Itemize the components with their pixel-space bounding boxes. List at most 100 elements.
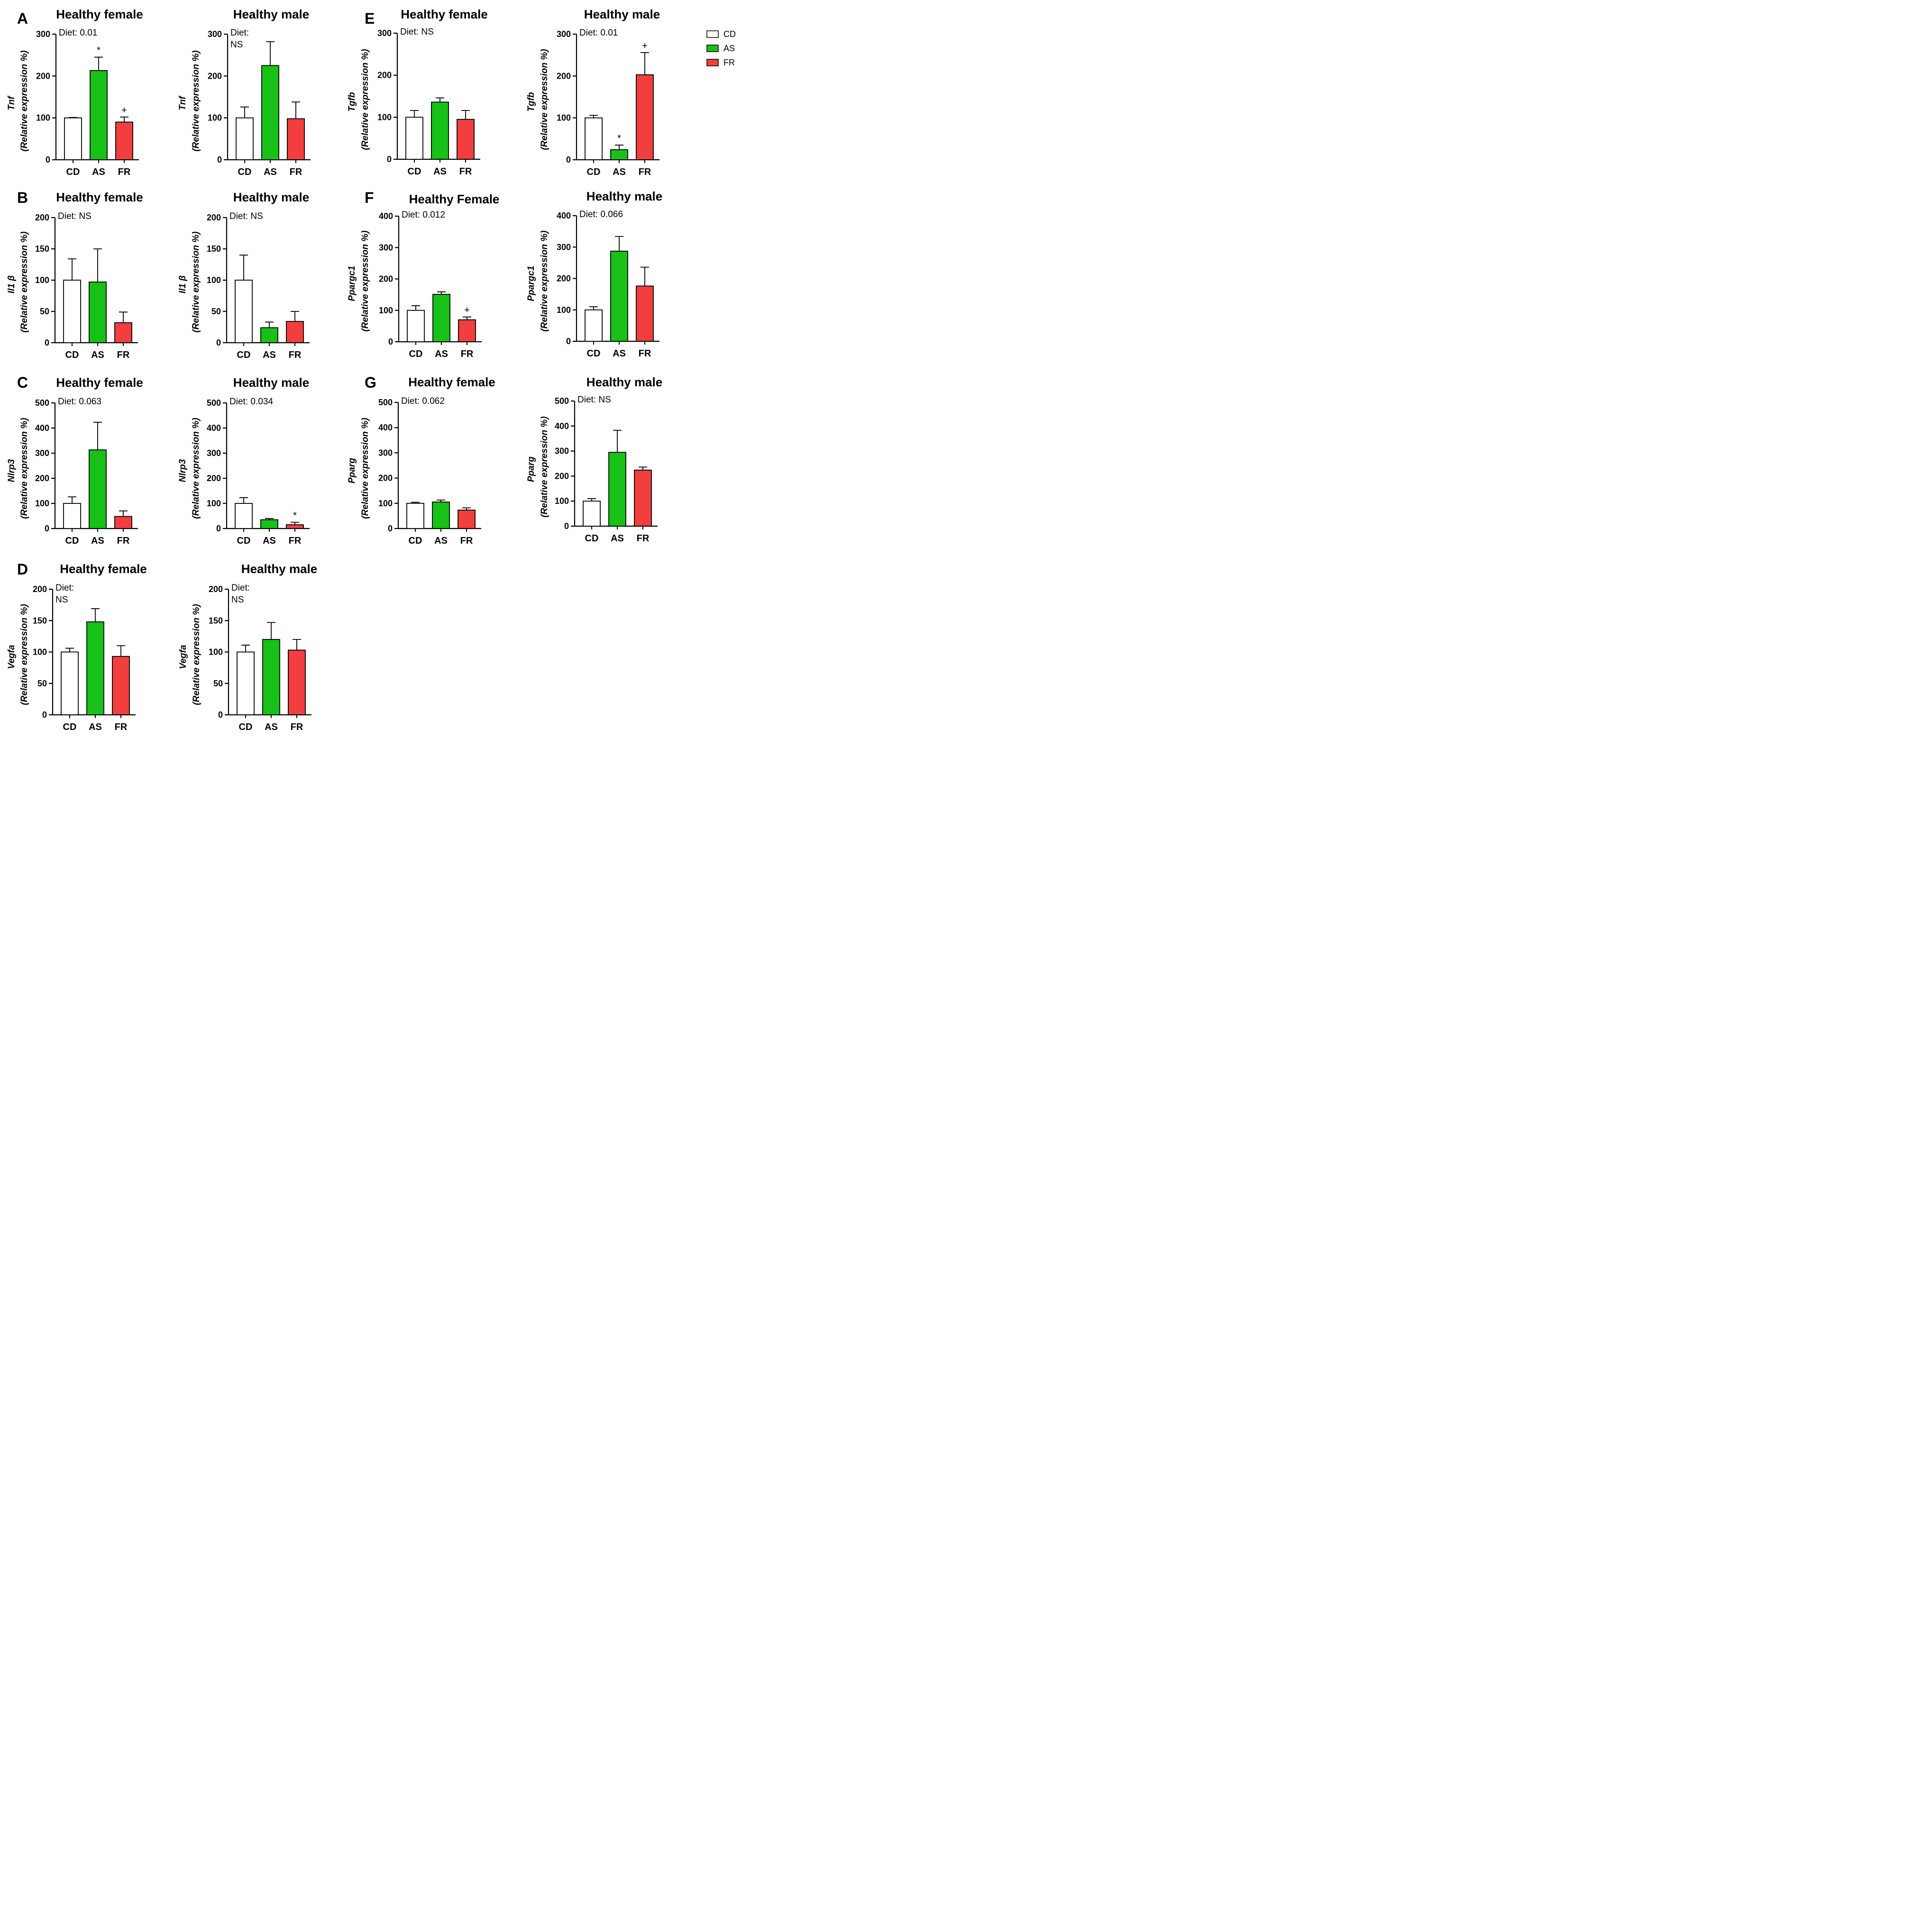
chart-G-female: G Healthy female Diet: 0.062 Pparg (Relative… bbox=[347, 374, 495, 546]
y-tick-label: 100 bbox=[36, 113, 50, 123]
bar-cd bbox=[63, 503, 81, 529]
bar-as bbox=[260, 519, 278, 529]
x-tick-label: CD bbox=[63, 722, 77, 732]
chart-title: Healthy male bbox=[586, 375, 662, 389]
chart-A-female: A Healthy female Diet: 0.01 Tnf (Relative ex… bbox=[7, 7, 143, 177]
chart-title: Healthy Female bbox=[409, 192, 500, 206]
x-tick-label: AS bbox=[265, 722, 278, 732]
y-tick-label: 100 bbox=[35, 499, 49, 508]
y-axis-label: Tgfb (Relative expression %) bbox=[347, 49, 370, 150]
y-tick-label: 200 bbox=[555, 471, 569, 481]
y-tick-label: 50 bbox=[211, 307, 221, 316]
legend-label-fr: FR bbox=[723, 58, 735, 67]
diet-label: NS bbox=[230, 40, 243, 50]
y-tick-label: 200 bbox=[378, 474, 393, 483]
x-tick-label: CD bbox=[65, 350, 79, 360]
y-tick-label: 500 bbox=[555, 396, 569, 406]
diet-label: Diet: 0.062 bbox=[401, 396, 445, 406]
x-tick-label: AS bbox=[434, 536, 448, 546]
x-tick-label: FR bbox=[289, 536, 302, 546]
legend-swatch-cd bbox=[706, 30, 719, 38]
y-tick-label: 200 bbox=[35, 213, 49, 222]
bar-fr bbox=[114, 322, 132, 343]
panel-letter: E bbox=[365, 10, 375, 27]
y-axis-gene: Vegfa bbox=[178, 645, 188, 669]
diet-label: Diet: NS bbox=[229, 211, 263, 221]
y-tick-label: 500 bbox=[207, 398, 221, 408]
bar-as bbox=[262, 639, 280, 715]
y-tick-label: 300 bbox=[35, 448, 49, 458]
y-axis-gene: Nlrp3 bbox=[7, 459, 17, 482]
diet-label: Diet: NS bbox=[58, 211, 92, 221]
x-tick-label: FR bbox=[118, 167, 131, 177]
y-axis-unit: (Relative expression %) bbox=[191, 418, 201, 519]
chart-A-male: Healthy male Diet: NS Tnf (Relative expressi… bbox=[178, 7, 311, 177]
y-tick-label: 150 bbox=[207, 244, 221, 254]
bar-fr bbox=[458, 319, 476, 342]
y-tick-label: 200 bbox=[209, 584, 223, 594]
x-tick-label: CD bbox=[66, 167, 80, 177]
y-tick-label: 500 bbox=[378, 398, 393, 407]
x-tick-label: AS bbox=[89, 722, 102, 732]
y-axis-gene: Ppargc1 bbox=[526, 266, 536, 301]
y-axis-gene: Tnf bbox=[7, 96, 17, 110]
y-tick-label: 300 bbox=[207, 448, 221, 458]
bar-fr bbox=[458, 510, 476, 529]
y-tick-label: 100 bbox=[208, 113, 222, 123]
y-tick-label: 100 bbox=[555, 496, 569, 506]
significance-mark: + bbox=[121, 105, 127, 116]
y-axis-gene: Ppargc1 bbox=[347, 266, 357, 301]
y-tick-label: 400 bbox=[379, 211, 393, 221]
y-tick-label: 300 bbox=[378, 448, 393, 457]
y-axis-unit: (Relative expression %) bbox=[192, 604, 201, 705]
y-tick-label: 0 bbox=[218, 710, 223, 720]
y-tick-label: 0 bbox=[388, 524, 393, 533]
y-axis-label: Il1 β (Relative expression %) bbox=[178, 231, 201, 332]
y-tick-label: 0 bbox=[42, 710, 47, 720]
y-tick-label: 300 bbox=[379, 243, 393, 252]
y-axis-label: Ppargc1 (Relative expression %) bbox=[347, 230, 370, 331]
bar-cd bbox=[64, 117, 82, 160]
y-tick-label: 0 bbox=[216, 524, 221, 533]
x-tick-label: FR bbox=[289, 350, 302, 360]
y-axis-gene: Pparg bbox=[347, 458, 357, 483]
diet-label: NS bbox=[55, 595, 68, 605]
legend-swatch-as bbox=[706, 45, 719, 52]
y-tick-label: 200 bbox=[35, 474, 49, 483]
chart-title: Healthy female bbox=[56, 190, 143, 204]
bar-as bbox=[89, 282, 107, 343]
x-tick-label: CD bbox=[409, 349, 423, 359]
chart-title: Healthy male bbox=[233, 7, 309, 21]
x-tick-label: FR bbox=[291, 722, 303, 732]
y-tick-label: 200 bbox=[33, 584, 47, 594]
y-tick-label: 100 bbox=[557, 113, 571, 123]
x-tick-label: AS bbox=[613, 167, 626, 177]
y-axis-gene: Tgfb bbox=[526, 92, 536, 112]
bar-as bbox=[261, 65, 279, 160]
y-axis-label: Ppargc1 (Relative expression %) bbox=[526, 230, 549, 331]
bar-fr bbox=[288, 649, 306, 715]
bar-cd bbox=[61, 651, 79, 715]
diet-label: NS bbox=[231, 595, 244, 605]
y-axis-unit: (Relative expression %) bbox=[19, 418, 29, 519]
x-tick-label: AS bbox=[613, 348, 626, 359]
y-tick-label: 200 bbox=[207, 474, 221, 483]
bar-as bbox=[432, 502, 450, 529]
bar-fr bbox=[636, 285, 654, 342]
chart-G-male: Healthy male Diet: NS Pparg (Relative expre… bbox=[526, 375, 662, 544]
y-axis-label: Nlrp3 (Relative expression %) bbox=[178, 418, 201, 519]
bar-fr bbox=[115, 121, 133, 160]
y-tick-label: 400 bbox=[378, 423, 393, 432]
x-tick-label: CD bbox=[408, 166, 421, 177]
x-tick-label: FR bbox=[290, 167, 302, 177]
y-tick-label: 0 bbox=[216, 338, 221, 347]
x-tick-label: AS bbox=[264, 167, 277, 177]
diet-label: Diet: 0.063 bbox=[58, 397, 101, 407]
y-tick-label: 400 bbox=[35, 423, 49, 433]
bar-as bbox=[89, 449, 107, 529]
y-axis-unit: (Relative expression %) bbox=[360, 230, 370, 331]
y-tick-label: 200 bbox=[377, 71, 392, 80]
bar-cd bbox=[235, 503, 253, 529]
bar-fr bbox=[112, 656, 130, 715]
